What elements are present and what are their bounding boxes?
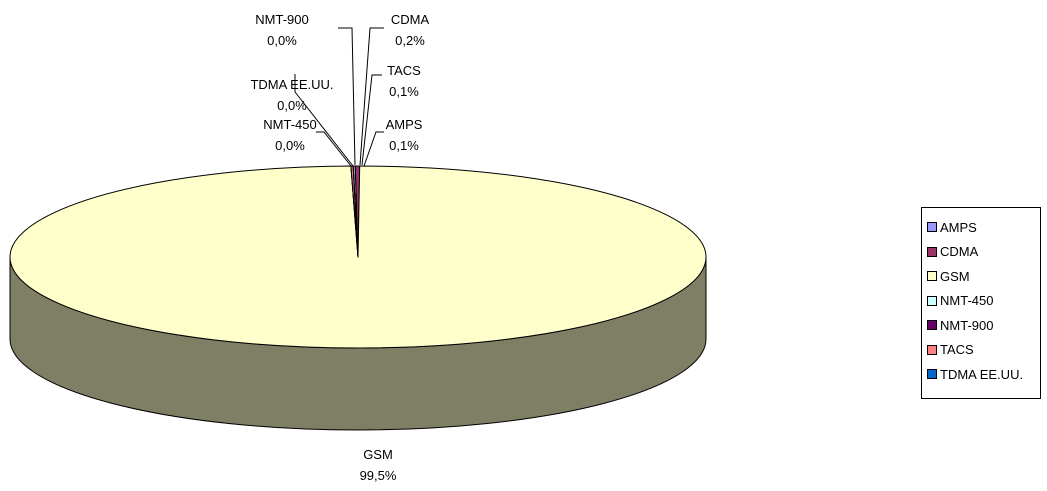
legend-item-nmt-900: NMT-900 — [922, 313, 1040, 338]
legend-swatch-nmt-900 — [927, 320, 937, 331]
legend-label-nmt-900: NMT-900 — [940, 317, 994, 333]
data-label-gsm: GSM — [363, 447, 393, 462]
legend-label-tacs: TACS — [940, 342, 974, 358]
legend-swatch-nmt-450 — [927, 295, 937, 306]
legend-swatch-tacs — [927, 344, 937, 355]
legend-label-amps: AMPS — [940, 219, 977, 235]
legend-item-cdma: CDMA — [922, 240, 1040, 265]
chart-legend: AMPS CDMA GSM NMT-450 NMT-900 TACS TDMA EE.UU. — [921, 207, 1041, 399]
leader-line-cdma — [359, 27, 384, 166]
data-label-value-nmt-450: 0,0% — [275, 138, 305, 153]
legend-item-amps: AMPS — [922, 215, 1040, 240]
data-label-amps: AMPS — [386, 117, 423, 132]
leader-line-nmt-900 — [338, 27, 356, 166]
data-label-value-amps: 0,1% — [389, 138, 419, 153]
legend-label-cdma: CDMA — [940, 244, 979, 260]
legend-item-tdma-ee-uu: TDMA EE.UU. — [922, 362, 1040, 387]
leader-line-nmt-450 — [316, 131, 352, 167]
data-label-nmt-900: NMT-900 — [255, 12, 308, 27]
data-label-tdma-ee-uu: TDMA EE.UU. — [250, 77, 333, 92]
leader-line-tdma-ee-uu — [294, 74, 354, 167]
data-label-cdma: CDMA — [391, 12, 430, 27]
data-label-value-tdma-ee-uu: 0,0% — [277, 98, 307, 113]
legend-label-nmt-450: NMT-450 — [940, 293, 994, 309]
legend-swatch-cdma — [927, 246, 937, 257]
legend-item-nmt-450: NMT-450 — [922, 289, 1040, 314]
data-label-value-gsm: 99,5% — [360, 468, 397, 483]
data-label-value-cdma: 0,2% — [395, 33, 425, 48]
pie-slice-tdma-ee-uu — [352, 165, 359, 258]
data-label-nmt-450: NMT-450 — [263, 117, 316, 132]
legend-swatch-gsm — [927, 271, 937, 282]
data-label-value-nmt-900: 0,0% — [267, 33, 297, 48]
data-label-tacs: TACS — [387, 63, 421, 78]
leader-line-tacs — [361, 74, 382, 166]
legend-item-tacs: TACS — [922, 338, 1040, 363]
legend-swatch-amps — [927, 222, 937, 233]
data-label-value-tacs: 0,1% — [389, 84, 419, 99]
legend-label-tdma-ee-uu: TDMA EE.UU. — [940, 366, 1024, 382]
legend-item-gsm: GSM — [922, 264, 1040, 289]
legend-label-gsm: GSM — [940, 268, 970, 284]
leader-line-amps — [363, 131, 384, 167]
legend-swatch-tdma-ee-uu — [927, 369, 937, 380]
